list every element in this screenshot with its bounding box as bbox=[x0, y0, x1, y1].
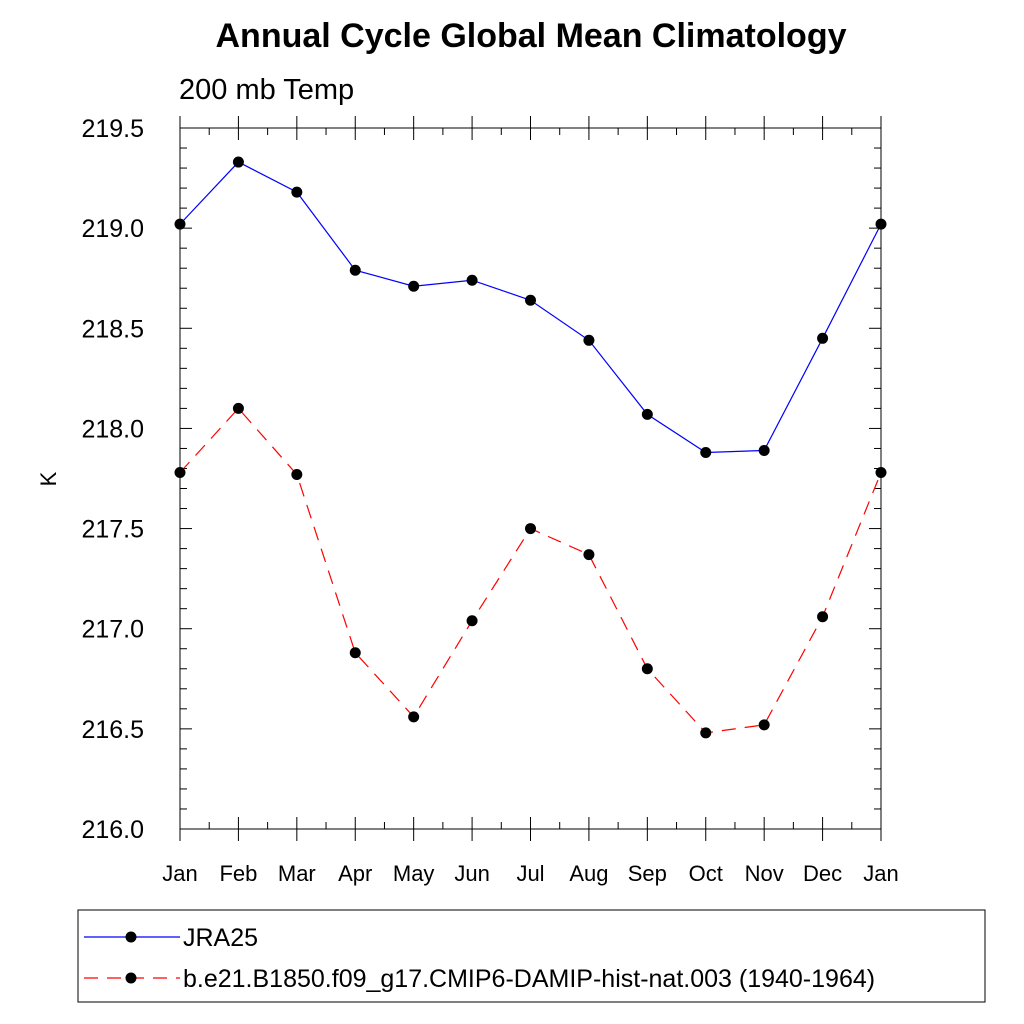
series-line-1 bbox=[179, 161, 882, 454]
y-tick-label: 217.0 bbox=[81, 616, 144, 644]
x-tick-label: Nov bbox=[745, 861, 784, 886]
series-1-point bbox=[875, 218, 887, 230]
chart-title: Annual Cycle Global Mean Climatology bbox=[216, 17, 847, 55]
series-2-point bbox=[641, 663, 653, 675]
legend-box bbox=[77, 909, 986, 1003]
series-2-point bbox=[291, 468, 303, 480]
series-line-2 bbox=[179, 407, 882, 734]
y-tick-label: 219.5 bbox=[81, 115, 144, 143]
x-tick-label: Aug bbox=[569, 861, 608, 886]
legend: JRA25 b.e21.B1850.f09_g17.CMIP6-DAMIP-his… bbox=[84, 924, 875, 993]
y-tick-label: 218.0 bbox=[81, 415, 144, 443]
series-2-point bbox=[232, 402, 244, 414]
x-tick-label: Jan bbox=[863, 861, 898, 886]
series-2-point bbox=[174, 466, 186, 478]
series-2-point bbox=[525, 523, 536, 535]
series-2-point bbox=[349, 647, 361, 659]
x-tick-label: Jul bbox=[516, 861, 544, 886]
series-1-point bbox=[525, 294, 536, 306]
y-axis-label: K bbox=[36, 471, 61, 486]
y-tick-label: 219.0 bbox=[81, 215, 144, 243]
x-tick-label: Jan bbox=[162, 861, 197, 886]
legend-marker-2 bbox=[125, 972, 137, 984]
series-2-point bbox=[875, 466, 887, 478]
chart-subtitle: 200 mb Temp bbox=[179, 74, 354, 106]
x-tick-label: Jun bbox=[454, 861, 489, 886]
series-2-point bbox=[758, 719, 770, 731]
series-1-point bbox=[758, 444, 770, 456]
plot-area: 216.0 216.5 217.0 217.5 218.0 218.5 219.0 219.5… bbox=[81, 115, 898, 886]
x-tick-label: Apr bbox=[338, 861, 372, 886]
y-tick-label: 216.0 bbox=[81, 816, 144, 844]
x-tick-label: Dec bbox=[803, 861, 842, 886]
x-tick-label: May bbox=[393, 861, 435, 886]
y-tick-label: 218.5 bbox=[81, 315, 144, 343]
series-1-point bbox=[174, 218, 186, 230]
series-2-point bbox=[466, 615, 478, 627]
series-2-point bbox=[583, 549, 595, 561]
series-1-point bbox=[466, 274, 478, 286]
series-2-point bbox=[817, 611, 829, 623]
legend-marker-1 bbox=[125, 931, 137, 943]
series-2-point bbox=[408, 711, 420, 723]
legend-label-2: b.e21.B1850.f09_g17.CMIP6-DAMIP-hist-nat… bbox=[183, 965, 875, 993]
x-tick-label: Mar bbox=[278, 861, 316, 886]
plot-frame bbox=[179, 127, 882, 830]
series-1-point bbox=[700, 446, 712, 458]
series-2-point bbox=[700, 727, 712, 739]
series-1-point bbox=[641, 408, 653, 420]
x-tick-label: Feb bbox=[219, 861, 257, 886]
x-tick-label: Oct bbox=[689, 861, 723, 886]
series-1-point bbox=[291, 186, 303, 198]
series-1-point bbox=[232, 156, 244, 168]
series-1-point bbox=[583, 334, 595, 346]
y-tick-label: 217.5 bbox=[81, 516, 144, 544]
legend-label-1: JRA25 bbox=[183, 924, 258, 952]
series-1-point bbox=[408, 280, 420, 292]
x-tick-label: Sep bbox=[628, 861, 667, 886]
series-1-point bbox=[349, 264, 361, 276]
y-tick-label: 216.5 bbox=[81, 716, 144, 744]
series-1-point bbox=[817, 332, 829, 344]
